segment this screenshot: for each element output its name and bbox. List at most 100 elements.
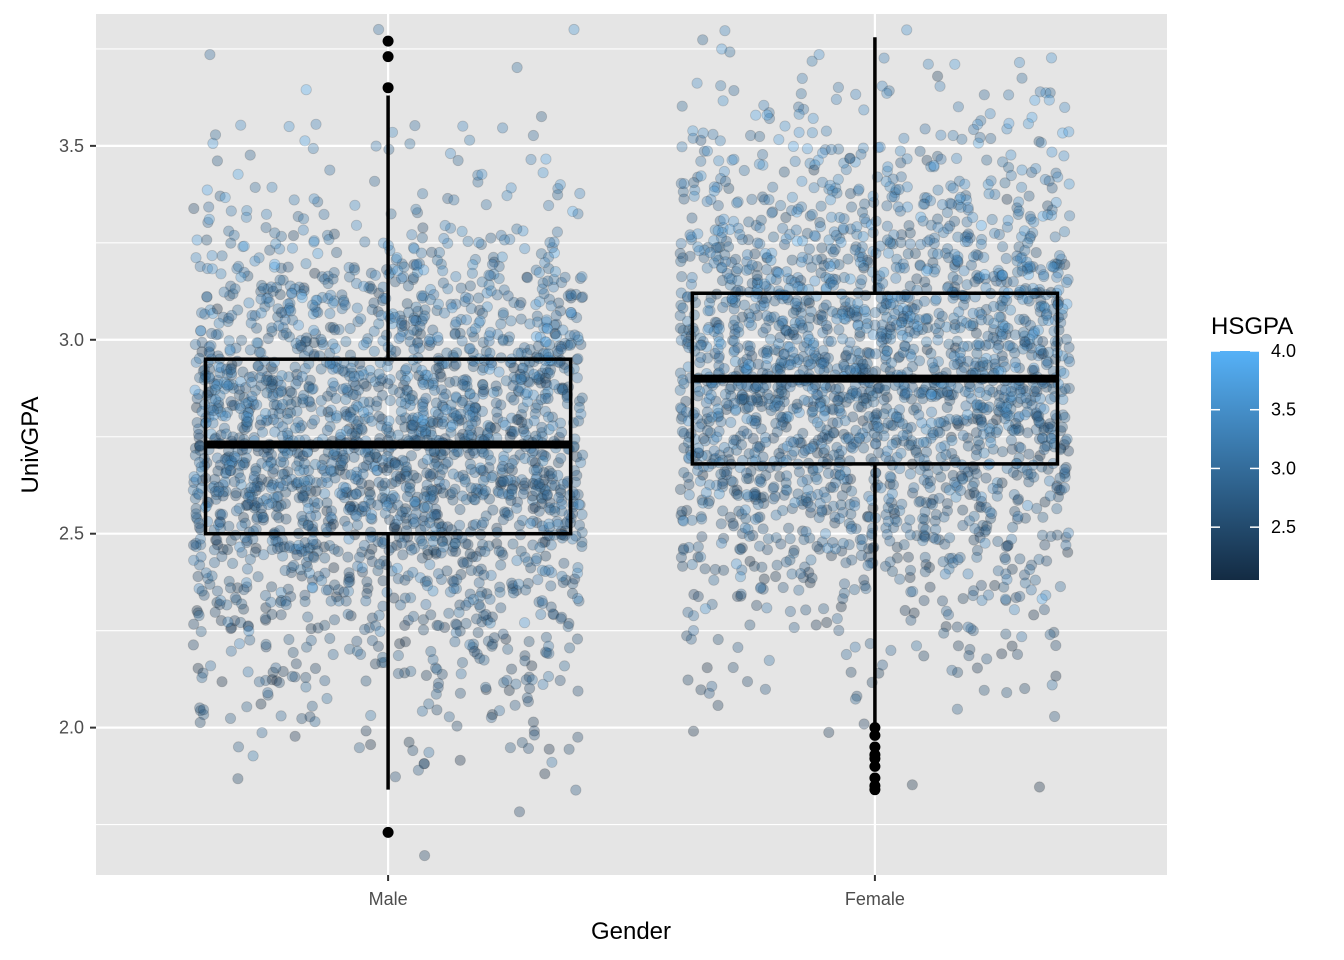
jitter-point [521, 386, 533, 399]
jitter-point [527, 389, 540, 401]
jitter-point [806, 127, 819, 139]
jitter-point [516, 514, 529, 527]
jitter-point [271, 491, 283, 503]
jitter-point [248, 473, 260, 486]
jitter-point [307, 520, 319, 532]
jitter-point [234, 402, 246, 414]
jitter-point [1037, 335, 1049, 348]
jitter-point [211, 534, 223, 546]
jitter-point [551, 345, 564, 357]
jitter-point [382, 378, 394, 390]
jitter-point [275, 262, 287, 274]
jitter-point [978, 684, 990, 696]
jitter-point [300, 258, 312, 270]
jitter-point [830, 229, 842, 241]
jitter-point [332, 545, 344, 558]
jitter-point [264, 244, 276, 256]
jitter-point [931, 70, 944, 82]
jitter-point [473, 577, 485, 589]
jitter-point [345, 610, 357, 622]
jitter-point [286, 473, 298, 485]
jitter-point [700, 487, 712, 499]
jitter-point [999, 413, 1011, 425]
jitter-point [981, 653, 993, 665]
jitter-point [362, 404, 374, 416]
jitter-point [394, 470, 406, 483]
jitter-point [470, 613, 483, 625]
jitter-point [676, 141, 688, 153]
jitter-point [848, 583, 861, 596]
jitter-point [428, 544, 440, 556]
jitter-point [352, 474, 364, 486]
jitter-point [511, 223, 523, 235]
jitter-point [1058, 150, 1070, 162]
jitter-point [483, 279, 495, 291]
jitter-point [276, 369, 288, 382]
jitter-point [531, 371, 543, 383]
jitter-point [572, 415, 585, 427]
jitter-point [212, 328, 224, 340]
jitter-point [533, 266, 546, 279]
jitter-point [422, 548, 434, 561]
jitter-point [838, 213, 850, 225]
jitter-point [548, 608, 560, 621]
jitter-point [535, 248, 548, 260]
jitter-point [899, 389, 911, 401]
jitter-point [502, 290, 514, 302]
jitter-point [967, 211, 979, 223]
jitter-point [924, 475, 937, 487]
jitter-point [542, 670, 555, 683]
jitter-point [372, 23, 385, 36]
jitter-point [537, 167, 549, 179]
jitter-point [299, 589, 311, 601]
jitter-point [482, 635, 494, 647]
jitter-point [763, 654, 775, 667]
jitter-point [1040, 589, 1052, 601]
jitter-point [497, 514, 509, 526]
jitter-point [1001, 686, 1013, 699]
jitter-point [375, 309, 387, 322]
jitter-point [425, 609, 437, 621]
jitter-point [346, 427, 358, 440]
jitter-point [856, 274, 868, 286]
jitter-point [717, 301, 729, 314]
jitter-point [1044, 418, 1056, 430]
jitter-point [1001, 221, 1014, 233]
jitter-point [785, 359, 797, 371]
jitter-point [545, 300, 557, 312]
jitter-point [677, 542, 690, 555]
jitter-point [520, 674, 532, 686]
jitter-point [884, 298, 897, 311]
jitter-point [557, 324, 569, 336]
jitter-point [982, 314, 995, 326]
jitter-point [250, 462, 262, 475]
jitter-point [947, 129, 959, 142]
jitter-point [205, 339, 217, 352]
jitter-point [474, 315, 486, 327]
jitter-point [222, 380, 234, 392]
jitter-point [197, 704, 210, 716]
jitter-point [266, 322, 278, 334]
jitter-point [286, 670, 298, 683]
jitter-point [1002, 89, 1015, 101]
jitter-point [540, 153, 552, 165]
jitter-point [978, 89, 990, 101]
jitter-point [1037, 347, 1049, 359]
jitter-point [760, 322, 772, 334]
jitter-point [484, 326, 496, 338]
jitter-point [506, 428, 519, 440]
jitter-point [1001, 193, 1013, 205]
jitter-point [415, 247, 428, 259]
jitter-point [225, 465, 237, 477]
jitter-point [465, 302, 477, 315]
jitter-point [753, 130, 766, 143]
jitter-point [213, 485, 225, 497]
jitter-point [389, 311, 401, 323]
jitter-point [401, 491, 413, 503]
jitter-point [340, 486, 352, 498]
jitter-point [469, 402, 481, 414]
jitter-point [306, 299, 319, 311]
jitter-point [448, 194, 460, 206]
jitter-point [467, 259, 479, 271]
jitter-point [858, 104, 870, 116]
